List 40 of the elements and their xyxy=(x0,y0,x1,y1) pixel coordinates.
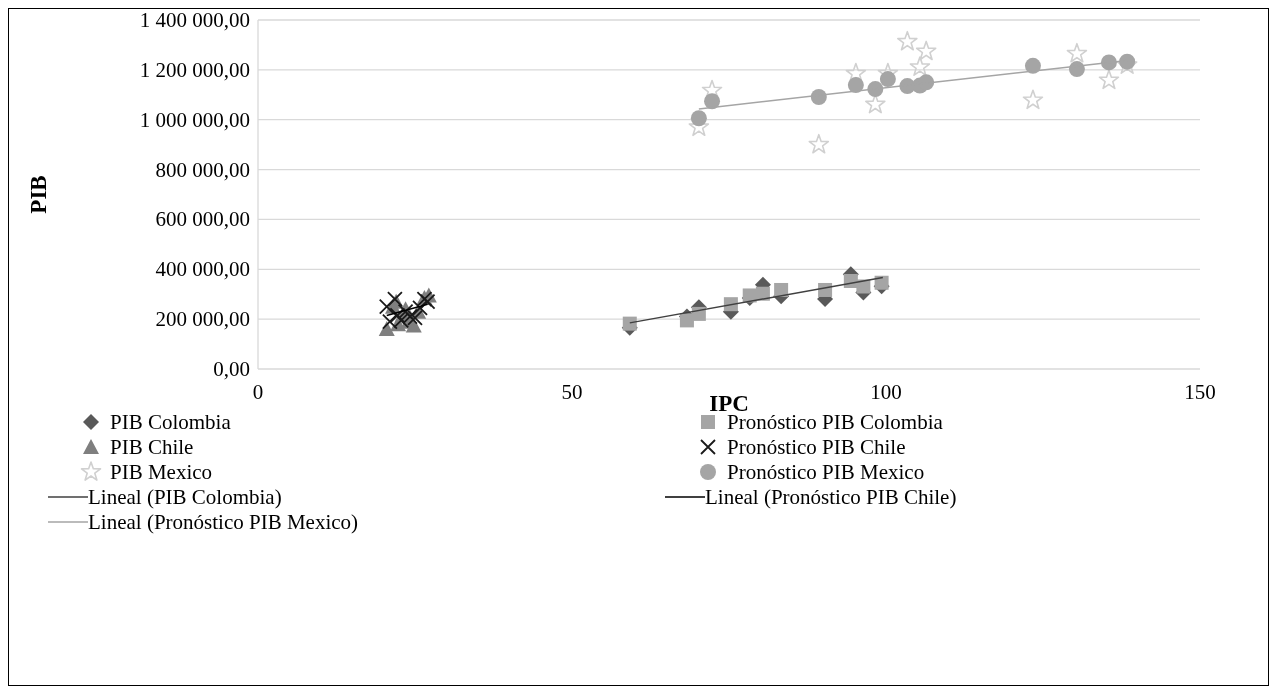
x-tick-label: 50 xyxy=(561,380,583,404)
point xyxy=(690,110,707,127)
y-tick-label: 1 200 000,00 xyxy=(139,57,250,82)
y-tick-label: 400 000,00 xyxy=(155,257,250,282)
point xyxy=(1066,42,1088,63)
legend-label: Pronóstico PIB Mexico xyxy=(727,460,925,484)
y-tick-label: 1 400 000,00 xyxy=(139,8,250,32)
legend-label: PIB Colombia xyxy=(110,410,232,434)
legend-label: Lineal (Pronóstico PIB Mexico) xyxy=(88,510,359,534)
x-tick-label: 100 xyxy=(870,380,902,404)
point xyxy=(897,30,918,51)
x-tick-label: 0 xyxy=(252,380,264,404)
point xyxy=(1098,69,1120,90)
point xyxy=(879,71,896,88)
point xyxy=(808,133,830,154)
point xyxy=(915,40,937,61)
legend-label: Lineal (Pronóstico PIB Chile) xyxy=(705,485,957,509)
point xyxy=(704,93,721,110)
legend-label: PIB Mexico xyxy=(110,460,213,484)
point xyxy=(1119,53,1136,70)
y-tick-label: 800 000,00 xyxy=(155,157,250,182)
point xyxy=(847,77,864,94)
point xyxy=(393,312,410,329)
point xyxy=(691,306,706,321)
legend-label: Lineal (PIB Colombia) xyxy=(88,485,282,509)
y-axis-title: PIB xyxy=(26,175,51,214)
x-tick-label: 150 xyxy=(1184,380,1216,404)
y-tick-label: 1 000 000,00 xyxy=(139,107,250,132)
point xyxy=(622,316,637,331)
y-tick-label: 600 000,00 xyxy=(155,207,250,232)
legend-label: PIB Chile xyxy=(110,435,194,459)
point xyxy=(407,310,423,326)
y-tick-label: 0,00 xyxy=(213,357,250,381)
y-tick-label: 200 000,00 xyxy=(155,307,250,332)
point xyxy=(909,56,931,77)
point xyxy=(402,308,418,325)
point xyxy=(1022,89,1044,110)
point xyxy=(874,275,889,290)
point xyxy=(1024,57,1041,74)
legend-label: Pronóstico PIB Chile xyxy=(727,435,906,459)
